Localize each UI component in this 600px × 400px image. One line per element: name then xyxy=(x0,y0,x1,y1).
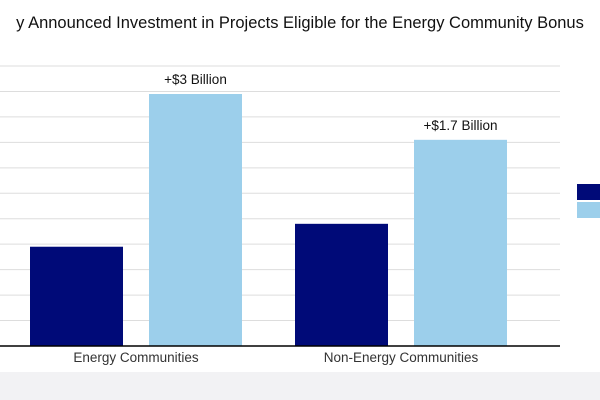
x-tick-label: Energy Communities xyxy=(73,350,199,365)
bars xyxy=(30,94,507,346)
data-label: +$1.7 Billion xyxy=(424,118,498,133)
footer-band xyxy=(0,372,600,400)
bar-1-non-energy-communities xyxy=(295,223,388,346)
bar-2-energy-communities xyxy=(149,94,242,346)
legend-swatch xyxy=(577,202,600,218)
chart-title: y Announced Investment in Projects Eligi… xyxy=(16,14,584,32)
x-tick-labels: Energy Communities Non-Energy Communities xyxy=(73,350,478,365)
data-labels: +$3 Billion +$1.7 Billion xyxy=(164,72,497,133)
data-label: +$3 Billion xyxy=(164,72,227,87)
x-tick-label: Non-Energy Communities xyxy=(324,350,479,365)
legend xyxy=(577,184,600,218)
bar-2-non-energy-communities xyxy=(414,139,507,346)
legend-swatch xyxy=(577,184,600,200)
bar-1-energy-communities xyxy=(30,246,123,346)
